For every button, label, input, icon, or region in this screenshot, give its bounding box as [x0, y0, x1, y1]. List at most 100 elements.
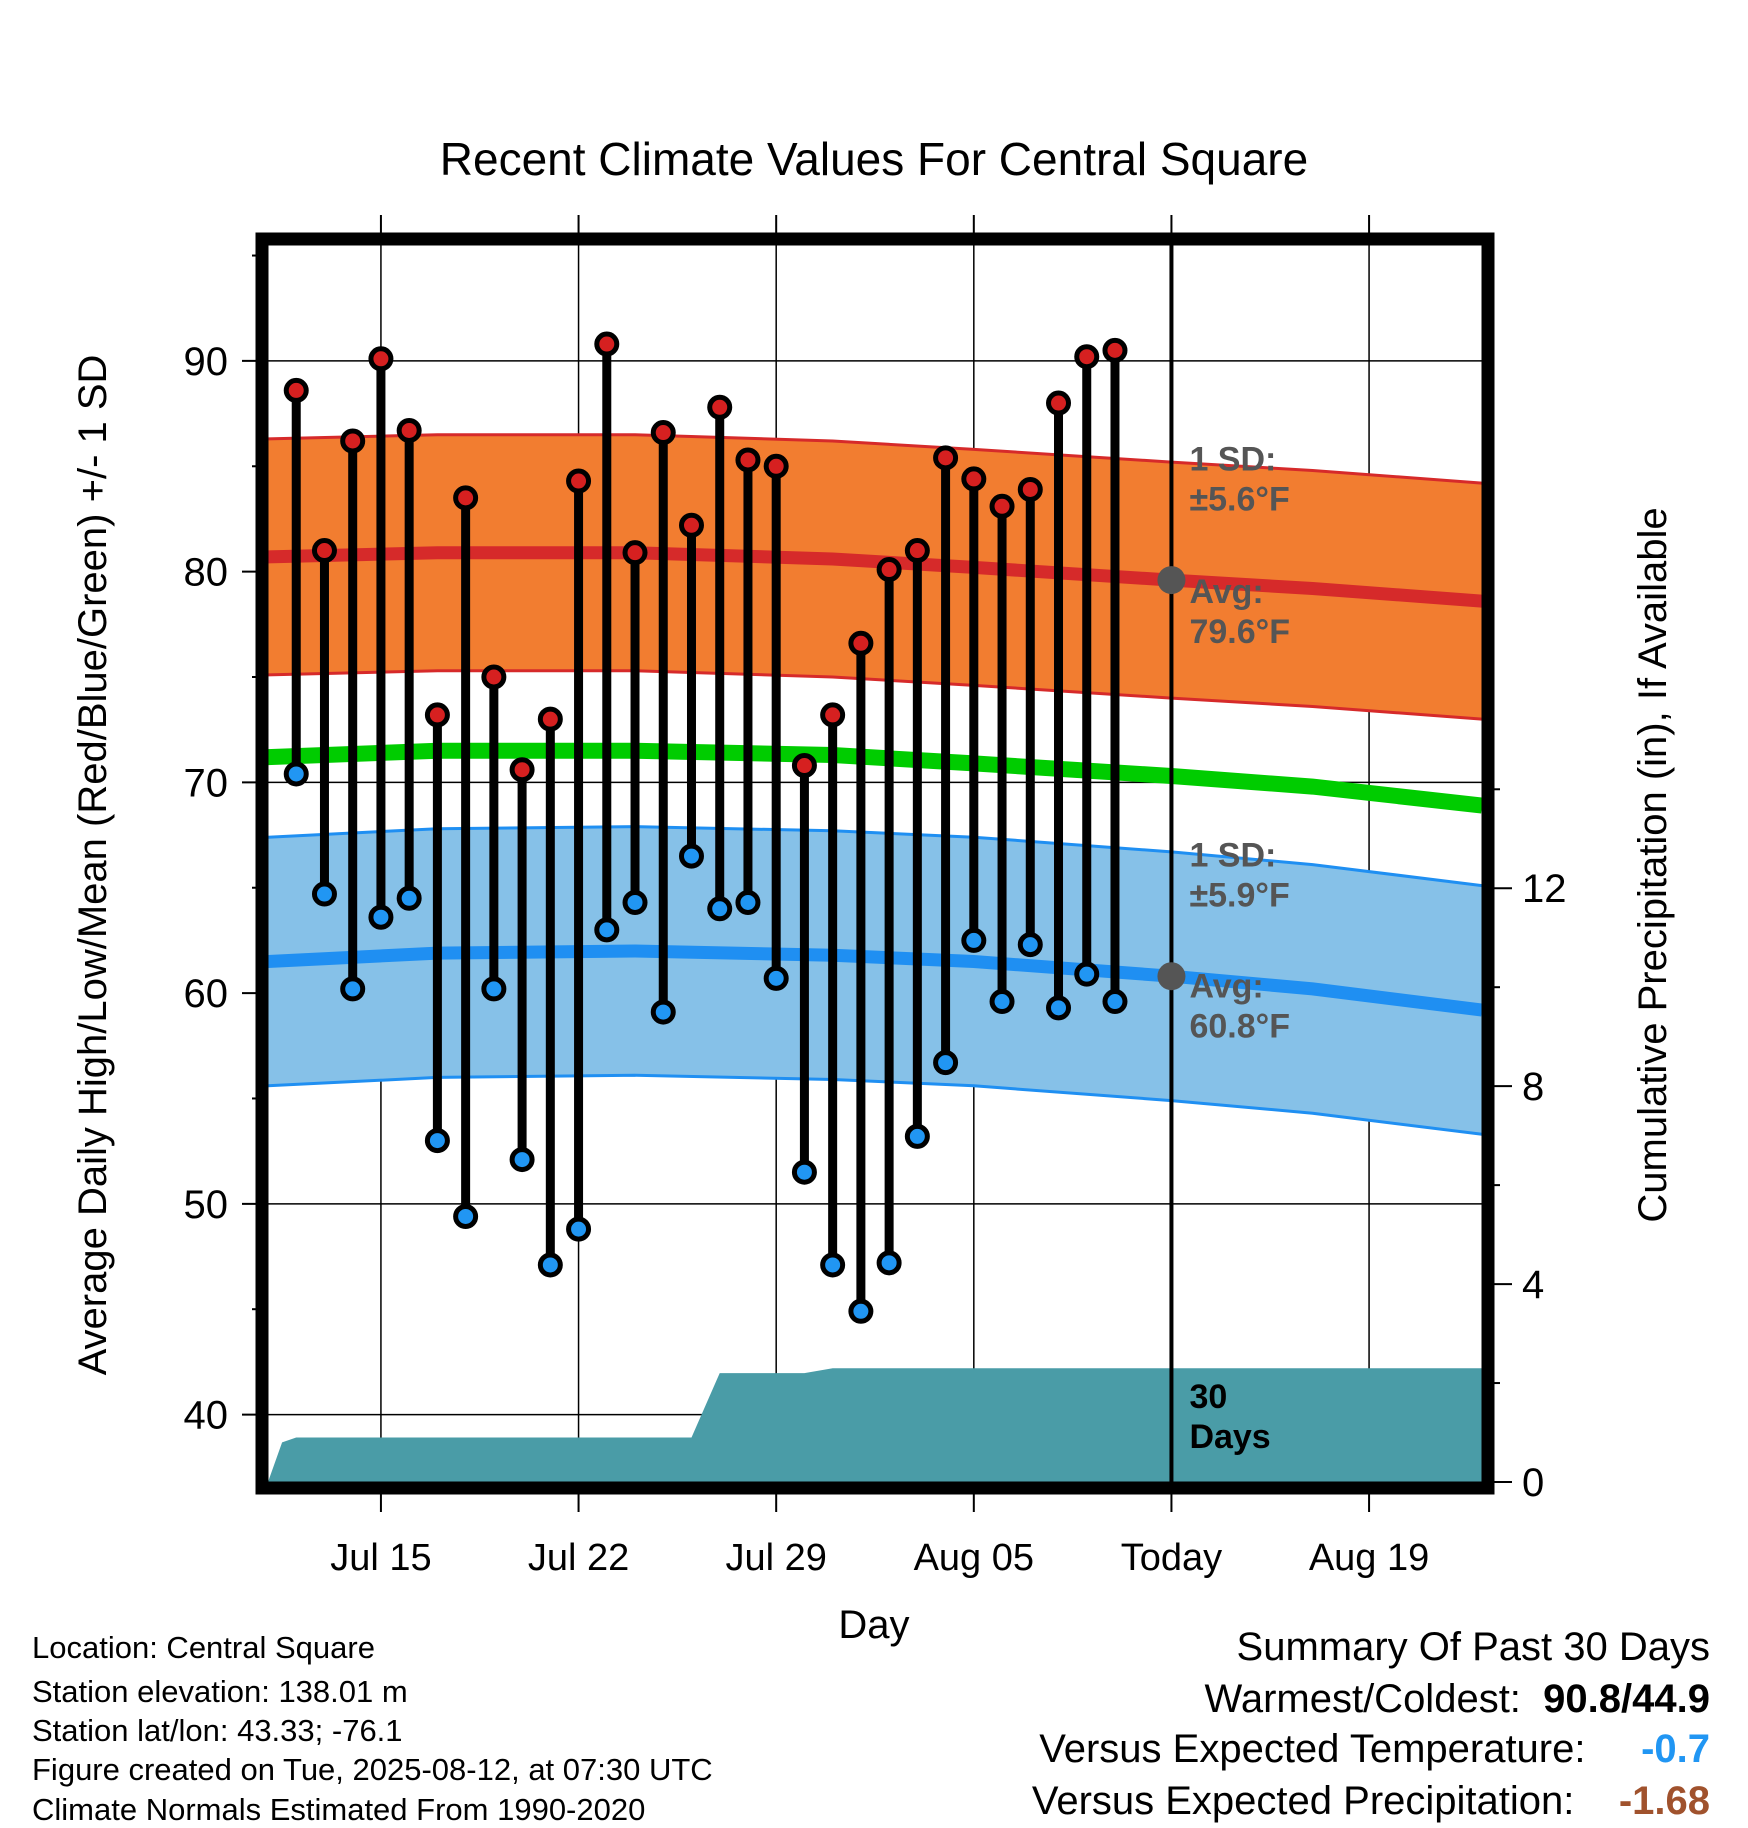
high-temp-point	[566, 468, 592, 494]
low-temp-point	[622, 889, 648, 915]
low-temp-point	[368, 904, 394, 930]
y-tick-label: 80	[184, 551, 229, 595]
y-tick-label: 40	[184, 1394, 229, 1438]
low-band-lower	[268, 1073, 1482, 1136]
high-normal-line	[268, 546, 1482, 608]
high-temp-point	[622, 540, 648, 566]
y2-axis-label: Cumulative Precipitation (in), If Availa…	[1631, 507, 1675, 1222]
high-temp-point	[368, 346, 394, 372]
low-avg-annotation: Avg:	[1189, 967, 1263, 1005]
normals-text: Climate Normals Estimated From 1990-2020	[32, 1792, 646, 1827]
days-annotation: 30	[1189, 1378, 1227, 1416]
high-avg-annotation: Avg:	[1189, 573, 1263, 611]
summary-precipitation: Versus Expected Precipitation: -1.68	[1032, 1781, 1710, 1821]
x-tick-label: Aug 19	[1309, 1537, 1429, 1579]
chart-title: Recent Climate Values For Central Square	[440, 133, 1308, 185]
plot-frame	[255, 232, 1495, 1495]
low-temp-point	[707, 896, 733, 922]
high-temp-point	[481, 664, 507, 690]
low-normal-today-marker	[1157, 962, 1186, 991]
low-temp-point	[904, 1123, 930, 1149]
location-text: Location: Central Square	[32, 1630, 375, 1665]
low-temp-point	[1017, 932, 1043, 958]
value-separator: /	[1621, 1677, 1633, 1721]
latlon-text: Station lat/lon: 43.33; -76.1	[32, 1713, 403, 1748]
y-tick-label: 70	[184, 761, 229, 805]
high-normal-today-marker	[1157, 566, 1186, 595]
low-temp-point	[989, 989, 1015, 1015]
high-temp-point	[876, 557, 902, 583]
high-band-upper	[268, 433, 1482, 485]
low-temp-point	[1046, 995, 1072, 1021]
low-temp-point	[876, 1250, 902, 1276]
x-tick-label: Jul 22	[528, 1537, 629, 1579]
y2-tick-label: 12	[1522, 867, 1567, 911]
high-temp-point	[678, 512, 704, 538]
low-temp-point	[1102, 989, 1128, 1015]
high-temp-point	[904, 538, 930, 564]
precip-anomaly-label: Versus Expected Precipitation:	[1031, 1779, 1575, 1823]
high-temp-point	[594, 331, 620, 357]
high-temp-point	[537, 706, 563, 732]
summary-temperature: Versus Expected Temperature: -0.7	[1039, 1729, 1710, 1769]
low-temp-point	[340, 976, 366, 1002]
high-temp-point	[396, 417, 422, 443]
low-temp-point	[961, 927, 987, 953]
low-temp-point	[311, 881, 337, 907]
low-temp-point	[453, 1203, 479, 1229]
x-tick-label: Aug 05	[914, 1537, 1034, 1579]
low-temp-point	[509, 1147, 535, 1173]
high-temp-point	[933, 445, 959, 471]
coldest-value: 44.9	[1632, 1677, 1710, 1721]
high-temp-point	[283, 377, 309, 403]
high-avg-annotation: 79.6°F	[1189, 613, 1290, 651]
low-temp-point	[820, 1252, 846, 1278]
high-sd-annotation: 1 SD:	[1189, 440, 1276, 478]
low-temp-point	[396, 885, 422, 911]
high-temp-point	[848, 630, 874, 656]
days-annotation: Days	[1189, 1418, 1270, 1456]
mean-normal-line	[268, 742, 1482, 814]
precip-anomaly-value: -1.68	[1618, 1779, 1710, 1823]
y-tick-label: 50	[184, 1183, 229, 1227]
high-temp-point	[735, 447, 761, 473]
high-temp-point	[791, 753, 817, 779]
high-temp-point	[1017, 476, 1043, 502]
y-tick-label: 90	[184, 340, 229, 384]
high-temp-point	[961, 466, 987, 492]
high-temp-point	[650, 420, 676, 446]
y-axis-label: Average Daily High/Low/Mean (Red/Blue/Gr…	[71, 355, 115, 1376]
low-temp-point	[650, 999, 676, 1025]
warmest-label: Warmest/Coldest:	[1204, 1677, 1521, 1721]
y2-tick-label: 4	[1522, 1263, 1544, 1307]
low-normal-line	[268, 944, 1482, 1017]
precip-area	[268, 1368, 1482, 1482]
low-temp-point	[594, 917, 620, 943]
x-tick-label: Jul 15	[330, 1537, 431, 1579]
warmest-value: 90.8	[1543, 1677, 1622, 1721]
low-temp-point	[1074, 961, 1100, 987]
high-temp-point	[340, 428, 366, 454]
low-temp-point	[791, 1159, 817, 1185]
low-band-upper	[268, 825, 1482, 888]
high-temp-point	[707, 394, 733, 420]
high-temp-point	[453, 485, 479, 511]
summary-warmest-coldest: Warmest/Coldest: 90.8/44.9	[1205, 1679, 1710, 1719]
low-sd-annotation: 1 SD:	[1189, 837, 1276, 875]
low-temp-point	[735, 889, 761, 915]
x-axis-label: Day	[838, 1603, 909, 1647]
high-temp-point	[509, 757, 535, 783]
low-sd-annotation: ±5.9°F	[1189, 877, 1289, 915]
y-tick-label: 60	[184, 972, 229, 1016]
high-temp-point	[311, 538, 337, 564]
high-band	[268, 434, 1482, 720]
high-temp-point	[1046, 390, 1072, 416]
high-temp-point	[1074, 344, 1100, 370]
low-temp-point	[848, 1298, 874, 1324]
high-temp-point	[424, 702, 450, 728]
low-avg-annotation: 60.8°F	[1189, 1007, 1290, 1045]
low-temp-point	[678, 843, 704, 869]
created-text: Figure created on Tue, 2025-08-12, at 07…	[32, 1752, 713, 1787]
